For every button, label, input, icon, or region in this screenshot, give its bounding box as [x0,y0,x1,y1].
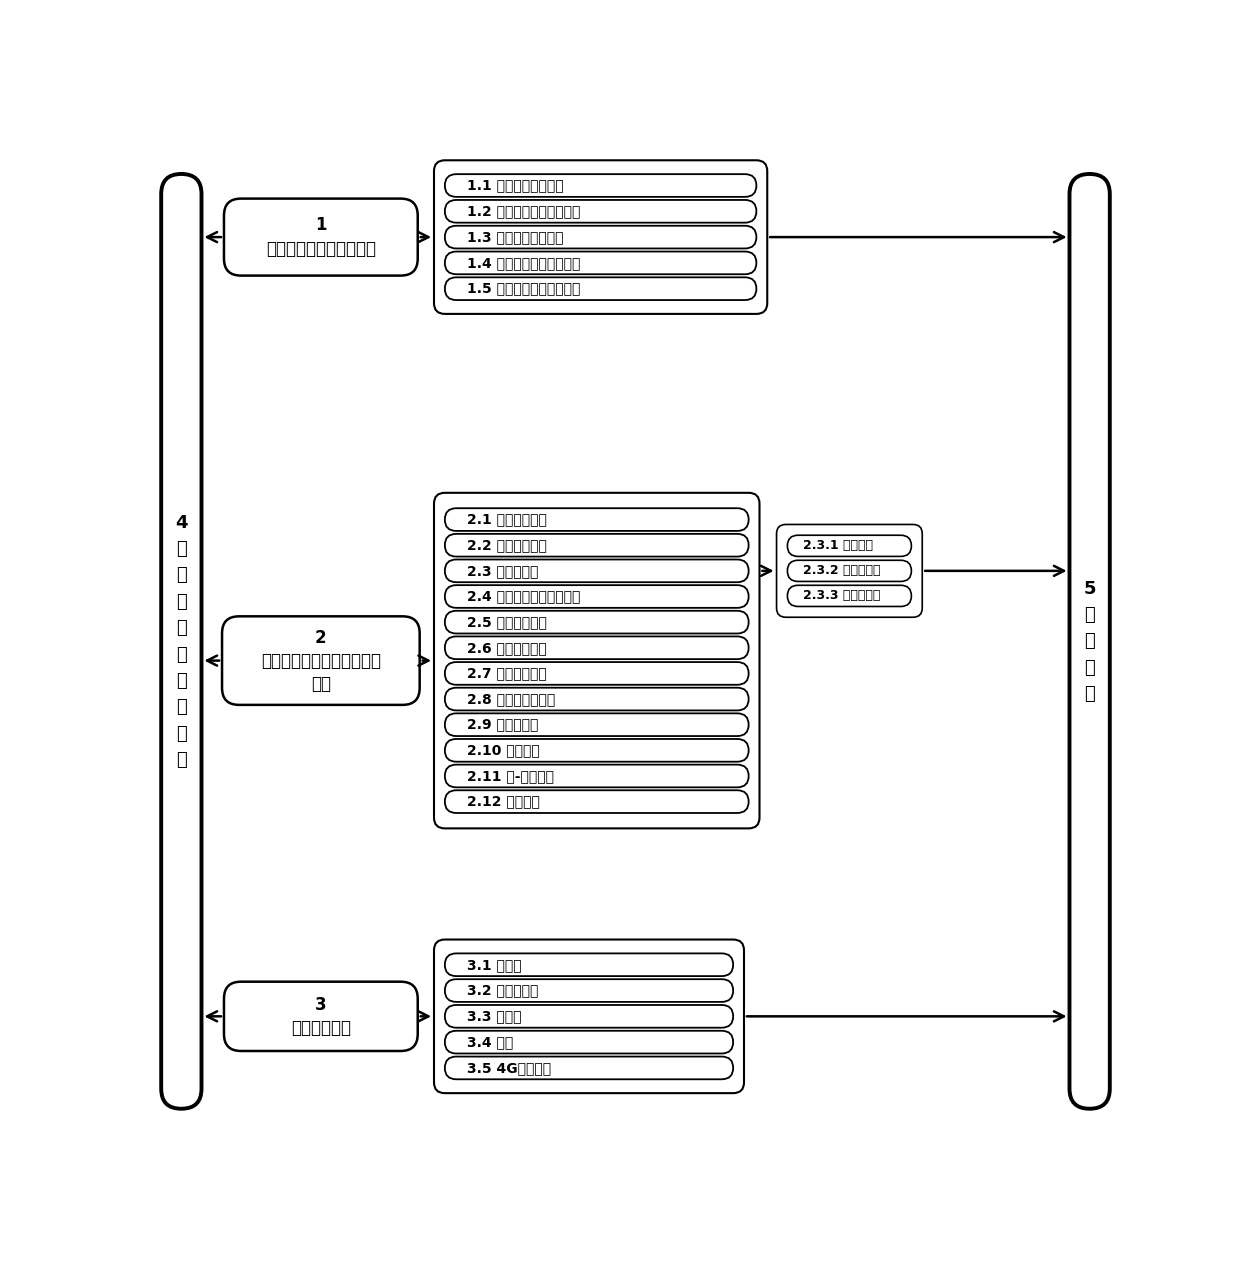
FancyBboxPatch shape [445,954,733,977]
FancyBboxPatch shape [434,493,759,828]
FancyBboxPatch shape [776,525,923,617]
FancyBboxPatch shape [445,979,733,1002]
FancyBboxPatch shape [787,535,911,556]
Text: 1.3 心理状态评价系统: 1.3 心理状态评价系统 [466,230,563,244]
Text: 3.4 音箱: 3.4 音箱 [466,1035,513,1049]
Text: 2.1 运动想象模块: 2.1 运动想象模块 [466,513,547,527]
FancyBboxPatch shape [445,1031,733,1054]
FancyBboxPatch shape [445,636,749,659]
FancyBboxPatch shape [445,739,749,762]
Text: 4
云
平
台
信
息
管
理
系
统: 4 云 平 台 信 息 管 理 系 统 [175,513,187,770]
Text: 3.3 麦克风: 3.3 麦克风 [466,1010,521,1024]
FancyBboxPatch shape [445,508,749,531]
Text: 3.5 4G无线网卡: 3.5 4G无线网卡 [466,1060,551,1074]
Text: 1.2 神经功能障碍评价系统: 1.2 神经功能障碍评价系统 [466,204,580,218]
Text: 2.12 驱动模块: 2.12 驱动模块 [466,795,539,809]
FancyBboxPatch shape [445,662,749,685]
Text: 2.7 体重支持模块: 2.7 体重支持模块 [466,667,547,681]
FancyBboxPatch shape [445,714,749,737]
FancyBboxPatch shape [787,560,911,582]
Text: 1.5 神经功能结局预测系统: 1.5 神经功能结局预测系统 [466,282,580,296]
Text: 2.3 外骨骼模块: 2.3 外骨骼模块 [466,564,538,578]
Text: 2.11 人-机交模块: 2.11 人-机交模块 [466,768,553,784]
FancyBboxPatch shape [224,982,418,1052]
FancyBboxPatch shape [434,160,768,314]
Text: 2.10 控制模块: 2.10 控制模块 [466,743,539,757]
Text: 2.5 视觉反馈模块: 2.5 视觉反馈模块 [466,615,547,629]
FancyBboxPatch shape [445,1057,733,1080]
Text: 2.3.3 下肢外骨骼: 2.3.3 下肢外骨骼 [804,589,880,602]
FancyBboxPatch shape [445,199,756,222]
FancyBboxPatch shape [445,560,749,582]
FancyBboxPatch shape [445,533,749,556]
FancyBboxPatch shape [161,174,201,1109]
Text: 1
脑卒中运动康复评价系统: 1 脑卒中运动康复评价系统 [265,216,376,258]
FancyBboxPatch shape [224,198,418,276]
FancyBboxPatch shape [434,940,744,1093]
Text: 2
智能脑卒中运动康复机器人
系统: 2 智能脑卒中运动康复机器人 系统 [260,629,381,692]
Text: 5
电
源
系
统: 5 电 源 系 统 [1084,579,1096,704]
Text: 1.4 社会经济状态评价系统: 1.4 社会经济状态评价系统 [466,255,580,271]
FancyBboxPatch shape [445,1005,733,1027]
Text: 2.6 重力补偿模块: 2.6 重力补偿模块 [466,641,547,655]
Text: 2.4 表面肌电和电刺激模块: 2.4 表面肌电和电刺激模块 [466,589,580,603]
FancyBboxPatch shape [445,226,756,249]
Text: 2.8 跑步训练机模块: 2.8 跑步训练机模块 [466,692,554,706]
FancyBboxPatch shape [445,765,749,787]
FancyBboxPatch shape [445,611,749,634]
FancyBboxPatch shape [445,277,756,300]
Text: 1.1 全身状态评价系统: 1.1 全身状态评价系统 [466,179,563,193]
FancyBboxPatch shape [787,585,911,607]
FancyBboxPatch shape [445,251,756,274]
FancyBboxPatch shape [1069,174,1110,1109]
Text: 2.2 脑机接口模块: 2.2 脑机接口模块 [466,538,547,552]
FancyBboxPatch shape [445,790,749,813]
FancyBboxPatch shape [445,174,756,197]
FancyBboxPatch shape [222,616,419,705]
Text: 3.2 变焦摄像头: 3.2 变焦摄像头 [466,983,538,997]
Text: 2.3.2 上肢外骨骼: 2.3.2 上肢外骨骼 [804,564,880,578]
Text: 3.1 计算机: 3.1 计算机 [466,958,521,972]
Text: 2.9 传感器模块: 2.9 传感器模块 [466,718,538,732]
Text: 2.3.1 手外骨骼: 2.3.1 手外骨骼 [804,540,873,552]
FancyBboxPatch shape [445,585,749,608]
FancyBboxPatch shape [445,687,749,710]
Text: 3
远程医疗系统: 3 远程医疗系统 [291,996,351,1038]
